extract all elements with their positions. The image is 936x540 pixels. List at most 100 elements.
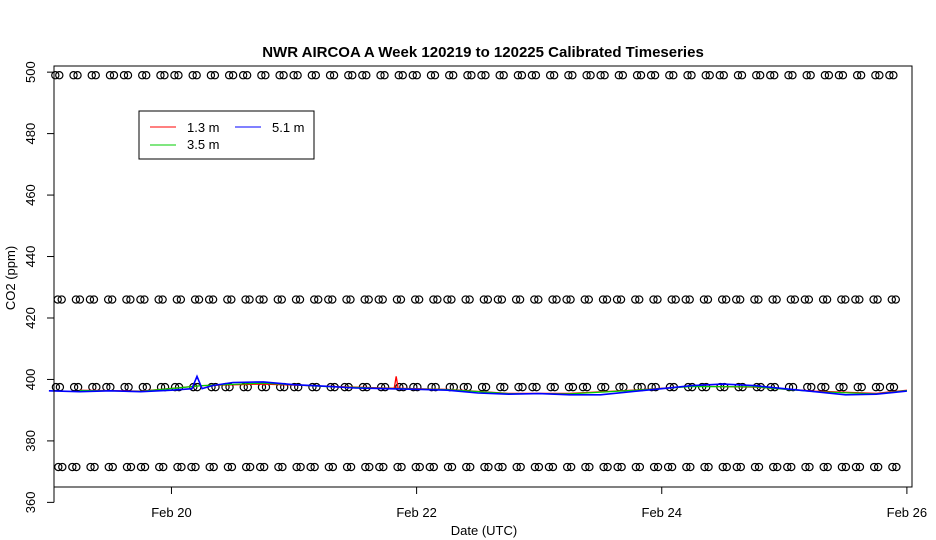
- data-point: [289, 71, 298, 80]
- data-point: [632, 71, 642, 80]
- data-point: [856, 71, 866, 80]
- data-point: [821, 382, 830, 392]
- data-point: [462, 462, 471, 472]
- data-point: [427, 382, 436, 392]
- data-point: [255, 462, 265, 472]
- data-point: [463, 71, 472, 80]
- data-point: [431, 382, 440, 392]
- data-point: [398, 71, 407, 80]
- data-point: [328, 462, 338, 472]
- data-point: [586, 71, 595, 80]
- data-point: [545, 71, 555, 80]
- data-point: [296, 462, 305, 472]
- data-point: [362, 71, 371, 80]
- data-point: [465, 295, 474, 304]
- data-point: [802, 71, 811, 80]
- data-point: [306, 462, 315, 472]
- data-point: [461, 295, 470, 304]
- data-point: [72, 462, 81, 472]
- data-point: [54, 462, 63, 472]
- data-point: [122, 462, 132, 472]
- data-point: [426, 71, 436, 80]
- data-point: [413, 382, 422, 392]
- data-point: [71, 295, 81, 304]
- data-point: [531, 71, 541, 80]
- data-point: [342, 295, 351, 304]
- data-point: [889, 71, 898, 80]
- y-tick-label: 380: [23, 430, 38, 452]
- data-point: [772, 295, 781, 304]
- data-point: [754, 295, 763, 304]
- data-point: [562, 295, 571, 304]
- data-point: [582, 71, 591, 80]
- x-tick-label: Feb 26: [887, 505, 927, 520]
- data-point: [399, 382, 408, 392]
- data-point: [851, 462, 861, 472]
- data-point: [170, 71, 179, 80]
- data-point: [259, 295, 268, 304]
- data-point: [530, 295, 539, 304]
- legend-label-5-1m: 5.1 m: [272, 120, 305, 135]
- data-point: [855, 295, 864, 304]
- data-point: [495, 71, 504, 80]
- data-point: [548, 295, 557, 304]
- data-point: [57, 295, 66, 304]
- data-point: [447, 295, 456, 304]
- data-point: [685, 295, 694, 304]
- data-point: [823, 462, 832, 472]
- data-point: [409, 382, 418, 392]
- data-point: [206, 71, 216, 80]
- data-point: [480, 462, 489, 472]
- data-point: [154, 295, 163, 304]
- data-point: [596, 71, 605, 80]
- data-point: [223, 295, 232, 304]
- data-point: [566, 295, 575, 304]
- data-point: [721, 295, 731, 304]
- data-point: [768, 295, 777, 304]
- data-point: [479, 295, 489, 304]
- data-point: [578, 382, 588, 392]
- data-point: [273, 295, 282, 304]
- data-point: [176, 295, 186, 304]
- data-point: [618, 71, 628, 80]
- data-point: [380, 71, 389, 80]
- data-point: [647, 382, 656, 392]
- y-tick-label: 460: [23, 184, 38, 206]
- data-point: [871, 382, 881, 392]
- data-point: [90, 462, 99, 472]
- data-point: [274, 462, 283, 472]
- data-point: [277, 295, 286, 304]
- legend-box: [138, 110, 315, 160]
- data-point: [394, 71, 403, 80]
- data-point: [194, 295, 204, 304]
- data-point: [122, 295, 131, 304]
- data-point: [329, 71, 339, 80]
- data-point: [238, 71, 248, 80]
- data-point: [869, 295, 878, 304]
- data-point: [429, 462, 438, 472]
- data-point: [380, 382, 390, 392]
- data-point: [766, 71, 775, 80]
- data-point: [376, 71, 385, 80]
- data-point: [705, 71, 714, 80]
- data-point: [158, 295, 167, 304]
- data-point: [869, 462, 879, 472]
- data-point: [346, 462, 356, 472]
- x-tick-label: Feb 22: [396, 505, 436, 520]
- y-tick-label: 400: [23, 369, 38, 391]
- data-point: [875, 71, 884, 80]
- data-point: [173, 462, 182, 472]
- data-point: [69, 71, 78, 80]
- data-point: [528, 382, 537, 392]
- y-tick-label: 360: [23, 492, 38, 514]
- data-point: [51, 71, 60, 80]
- data-point: [159, 462, 168, 472]
- data-point: [752, 71, 761, 80]
- data-point: [204, 295, 214, 304]
- data-point: [160, 71, 169, 80]
- legend-label-3-5m: 3.5 m: [187, 137, 220, 152]
- data-point: [873, 462, 883, 472]
- data-point: [805, 462, 814, 472]
- data-point: [494, 462, 503, 472]
